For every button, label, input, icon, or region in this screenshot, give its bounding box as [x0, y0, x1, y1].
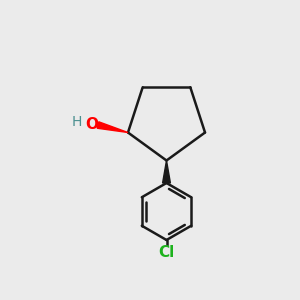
Polygon shape	[163, 160, 170, 183]
Text: Cl: Cl	[158, 245, 175, 260]
Polygon shape	[97, 122, 128, 133]
Text: H: H	[71, 115, 82, 129]
Text: O: O	[85, 117, 98, 132]
